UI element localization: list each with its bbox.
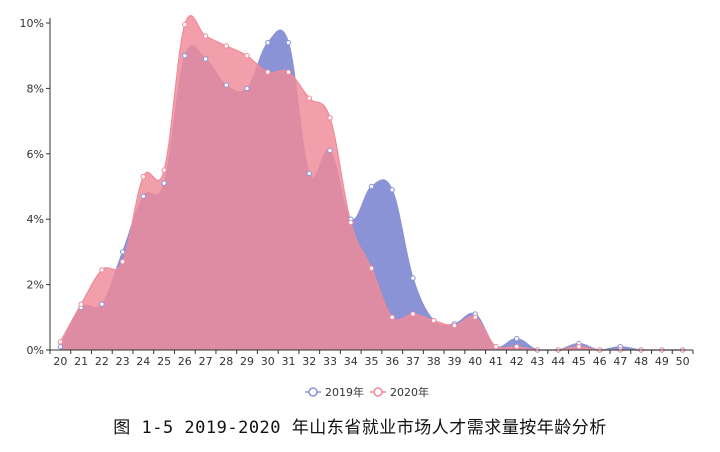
data-point-2020年-37[interactable] (410, 311, 416, 317)
data-point-2019年-35[interactable] (368, 183, 375, 190)
legend-label[interactable]: 2019年 (325, 385, 364, 399)
x-tick-label: 44 (551, 355, 565, 368)
x-tick-label: 40 (468, 355, 482, 368)
x-tick-label: 22 (95, 355, 109, 368)
legend-marker[interactable] (308, 387, 318, 397)
data-point-2019年-32[interactable] (306, 170, 312, 177)
x-tick-label: 26 (178, 355, 192, 368)
data-point-2019年-23[interactable] (119, 249, 126, 255)
y-tick-label: 2% (27, 279, 44, 292)
data-point-2019年-31[interactable] (285, 39, 292, 46)
x-tick-label: 45 (572, 355, 586, 368)
data-point-2020年-45[interactable] (576, 344, 582, 350)
legend-marker[interactable] (373, 387, 383, 397)
x-tick-label: 36 (385, 355, 399, 368)
data-point-2020年-28[interactable] (223, 43, 230, 49)
x-tick-label: 20 (53, 355, 67, 368)
data-point-2020年-27[interactable] (202, 33, 209, 39)
data-point-2020年-41[interactable] (493, 344, 499, 350)
x-tick-label: 46 (593, 355, 607, 368)
data-point-2019年-30[interactable] (265, 39, 271, 46)
data-point-2019年-26[interactable] (182, 53, 188, 59)
x-tick-label: 24 (136, 355, 150, 368)
x-tick-label: 42 (510, 355, 524, 368)
data-point-2020年-40[interactable] (472, 314, 478, 320)
x-tick-label: 38 (427, 355, 441, 368)
y-tick-label: 8% (27, 82, 44, 95)
x-tick-label: 35 (365, 355, 379, 368)
x-tick-label: 37 (406, 355, 420, 368)
series-line-2020年 (59, 15, 683, 351)
data-point-2020年-42[interactable] (514, 344, 520, 350)
data-point-2019年-42[interactable] (514, 335, 520, 342)
x-tick-label: 31 (282, 355, 296, 368)
x-tick-label: 47 (613, 355, 627, 368)
x-tick-label: 21 (74, 355, 88, 368)
data-point-2020年-30[interactable] (265, 69, 271, 75)
data-point-2020年-20[interactable] (57, 339, 64, 345)
data-point-2020年-39[interactable] (451, 322, 458, 329)
x-tick-label: 28 (219, 355, 233, 368)
data-point-2020年-36[interactable] (389, 314, 395, 320)
x-tick-label: 49 (655, 355, 669, 368)
data-point-2019年-28[interactable] (223, 82, 230, 88)
data-point-2019年-33[interactable] (327, 147, 333, 154)
figure-caption: 图 1-5 2019-2020 年山东省就业市场人才需求量按年龄分析 (113, 418, 607, 438)
x-tick-label: 41 (489, 355, 503, 368)
data-point-2019年-25[interactable] (161, 180, 167, 186)
data-point-2020年-33[interactable] (327, 115, 333, 121)
y-tick-label: 4% (27, 213, 44, 226)
data-point-2020年-34[interactable] (348, 219, 354, 226)
data-point-2020年-29[interactable] (244, 53, 250, 59)
y-tick-label: 6% (27, 148, 44, 161)
x-tick-label: 29 (240, 355, 254, 368)
x-tick-label: 32 (302, 355, 316, 368)
data-point-2019年-29[interactable] (244, 85, 250, 92)
data-point-2020年-32[interactable] (306, 95, 312, 101)
x-tick-label: 33 (323, 355, 337, 368)
x-tick-label: 48 (634, 355, 648, 368)
data-point-2020年-31[interactable] (285, 69, 292, 75)
data-point-2020年-23[interactable] (119, 259, 126, 265)
data-point-2020年-25[interactable] (161, 167, 167, 173)
data-point-2019年-22[interactable] (99, 301, 105, 307)
data-point-2020年-35[interactable] (368, 265, 375, 271)
data-point-2019年-20[interactable] (57, 344, 64, 350)
data-point-2020年-24[interactable] (140, 174, 147, 180)
data-point-2020年-26[interactable] (182, 21, 188, 28)
x-tick-label: 50 (676, 355, 690, 368)
x-tick-label: 23 (116, 355, 130, 368)
series-area-2020年 (60, 15, 683, 351)
data-point-2020年-38[interactable] (431, 317, 437, 324)
y-tick-label: 0% (27, 344, 44, 357)
x-tick-label: 27 (199, 355, 213, 368)
age-demand-area-chart: 0% 2% 4% 6% 8% 10% 20 21 22 23 24 25 26 27 28 29 30 31 32 3… (20, 15, 694, 399)
x-tick-label: 34 (344, 355, 358, 368)
y-tick-label: 10% (20, 17, 44, 30)
data-point-2019年-36[interactable] (389, 187, 395, 193)
data-point-2020年-22[interactable] (99, 267, 105, 273)
x-tick-label: 30 (261, 355, 275, 368)
data-point-2020年-21[interactable] (78, 301, 84, 307)
data-point-2019年-37[interactable] (410, 275, 416, 281)
legend-label[interactable]: 2020年 (390, 385, 429, 399)
x-tick-label: 43 (530, 355, 544, 368)
x-tick-label: 39 (448, 355, 462, 368)
data-point-2019年-24[interactable] (140, 193, 147, 200)
x-tick-label: 25 (157, 355, 171, 368)
data-point-2019年-27[interactable] (202, 56, 209, 62)
